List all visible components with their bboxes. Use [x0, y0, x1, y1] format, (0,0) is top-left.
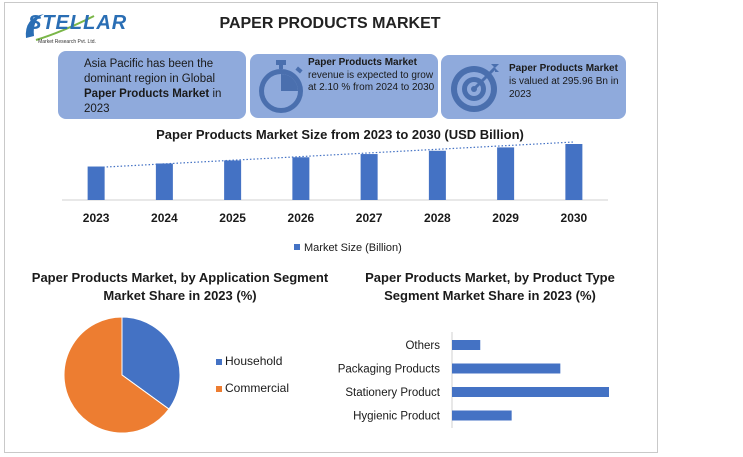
logo-text: STELLAR	[28, 12, 128, 34]
market-size-bar-2029	[497, 147, 515, 200]
market-size-legend-swatch	[294, 244, 300, 250]
market-size-year-label-2029: 2029	[492, 211, 519, 225]
market-size-year-label-2025: 2025	[219, 211, 246, 225]
market-size-year-label-2028: 2028	[424, 211, 451, 225]
stopwatch-icon	[259, 60, 303, 113]
product-type-label-packaging-products: Packaging Products	[338, 364, 441, 376]
pie-legend-swatch-commercial	[216, 386, 222, 392]
application-pie-title: Paper Products Market, by Application Se…	[31, 270, 329, 303]
market-size-bar-2023	[87, 166, 105, 200]
pie-slice-commercial	[63, 316, 170, 434]
market-size-year-label-2024: 2024	[151, 211, 178, 225]
page-title: PAPER PRODUCTS MARKET	[219, 15, 441, 32]
card-growth-text-post: revenue is expected to grow at 2.10 % fr…	[308, 69, 435, 94]
logo-swoosh-icon	[25, 14, 95, 41]
market-size-bar-2025	[224, 160, 242, 200]
market-size-year-labels: 2023 2024 2025 2026 2027 2028 2029 2030	[83, 211, 588, 225]
market-size-bar-2028	[428, 150, 446, 200]
pie-legend-label-commercial: Commercial	[225, 381, 289, 395]
market-size-year-label-2023: 2023	[83, 211, 110, 225]
market-size-chart-title: Paper Products Market Size from 2023 to …	[156, 127, 524, 142]
card-value-text: Paper Products Market is valued at 295.9…	[509, 62, 623, 101]
market-size-year-label-2026: 2026	[288, 211, 315, 225]
market-size-bars	[87, 144, 583, 200]
product-type-label-hygienic-product: Hygienic Product	[353, 411, 441, 423]
card-growth-text-bold: Paper Products Market	[308, 57, 417, 68]
market-size-bar-2030	[565, 144, 583, 200]
product-type-chart-title: Paper Products Market, by Product Type S…	[365, 270, 615, 303]
product-type-bar-stationery-product	[452, 387, 609, 397]
market-size-trendline	[96, 141, 574, 169]
product-type-bar-packaging-products	[452, 363, 561, 374]
info-card-growth: Paper Products Market revenue is expecte…	[250, 54, 438, 118]
market-size-bar-2026	[292, 157, 310, 200]
pie-legend-swatch-household	[216, 359, 222, 365]
product-type-bars: Others Packaging Products Stationery Produ…	[338, 340, 609, 423]
product-type-label-stationery-product: Stationery Product	[345, 387, 440, 399]
product-type-chart: Others Packaging Products Stationery Produ…	[338, 332, 609, 428]
target-icon	[451, 64, 499, 112]
logo-subtitle: Market Research Pvt. Ltd.	[38, 39, 96, 45]
card-region-text: Asia Pacific has been the dominant regio…	[84, 57, 242, 117]
card-value-text-bold: Paper Products Market	[509, 63, 618, 74]
card-region-text-post: in 2023	[84, 88, 222, 115]
market-size-bar-2024	[155, 163, 173, 200]
application-pie-chart: Household Commercial	[63, 316, 289, 434]
card-growth-text: Paper Products Market revenue is expecte…	[308, 57, 436, 95]
market-size-year-label-2030: 2030	[561, 211, 588, 225]
product-type-bar-others	[452, 340, 481, 350]
market-size-year-label-2027: 2027	[356, 211, 383, 225]
product-type-label-others: Others	[405, 340, 440, 352]
info-card-region: Asia Pacific has been the dominant regio…	[58, 51, 246, 119]
market-size-bar-2027	[360, 154, 378, 200]
application-pie-legend: Household Commercial	[216, 354, 289, 395]
pie-legend-label-household: Household	[225, 354, 282, 368]
card-region-text-bold: Paper Products Market	[84, 88, 210, 100]
application-pie-slices	[63, 316, 181, 434]
pie-slice-household	[121, 316, 181, 410]
market-size-legend-label: Market Size (Billion)	[304, 242, 402, 254]
info-card-value: Paper Products Market is valued at 295.9…	[441, 55, 626, 119]
card-value-text-post: is valued at 295.96 Bn in 2023	[509, 76, 619, 100]
product-type-bar-hygienic-product	[452, 410, 512, 421]
brand-logo: STELLAR Market Research Pvt. Ltd.	[22, 8, 126, 48]
card-region-text-pre: Asia Pacific has been the dominant regio…	[84, 58, 216, 85]
market-size-chart: 2023 2024 2025 2026 2027 2028 2029 2030 Market …	[62, 141, 608, 254]
